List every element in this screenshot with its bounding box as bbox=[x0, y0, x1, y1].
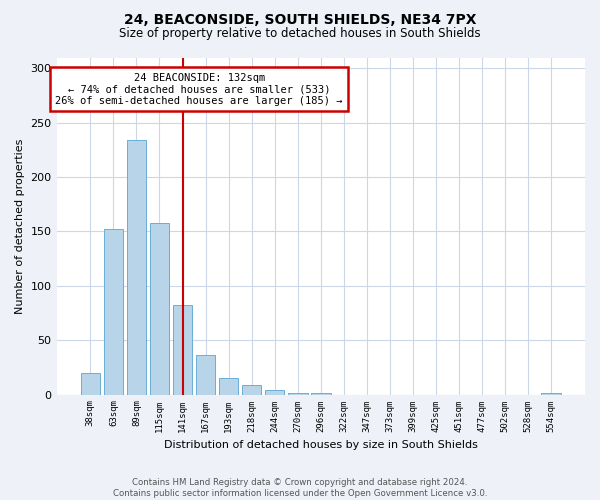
Bar bbox=[196, 356, 215, 395]
Text: 24 BEACONSIDE: 132sqm
← 74% of detached houses are smaller (533)
26% of semi-det: 24 BEACONSIDE: 132sqm ← 74% of detached … bbox=[55, 72, 343, 106]
Y-axis label: Number of detached properties: Number of detached properties bbox=[15, 138, 25, 314]
Bar bbox=[265, 390, 284, 394]
Text: 24, BEACONSIDE, SOUTH SHIELDS, NE34 7PX: 24, BEACONSIDE, SOUTH SHIELDS, NE34 7PX bbox=[124, 12, 476, 26]
Text: Size of property relative to detached houses in South Shields: Size of property relative to detached ho… bbox=[119, 28, 481, 40]
Bar bbox=[149, 223, 169, 394]
X-axis label: Distribution of detached houses by size in South Shields: Distribution of detached houses by size … bbox=[164, 440, 478, 450]
Bar bbox=[219, 378, 238, 394]
Bar bbox=[80, 373, 100, 394]
Bar bbox=[104, 230, 123, 394]
Bar bbox=[173, 306, 193, 394]
Bar bbox=[127, 140, 146, 394]
Text: Contains HM Land Registry data © Crown copyright and database right 2024.
Contai: Contains HM Land Registry data © Crown c… bbox=[113, 478, 487, 498]
Bar bbox=[242, 385, 262, 394]
